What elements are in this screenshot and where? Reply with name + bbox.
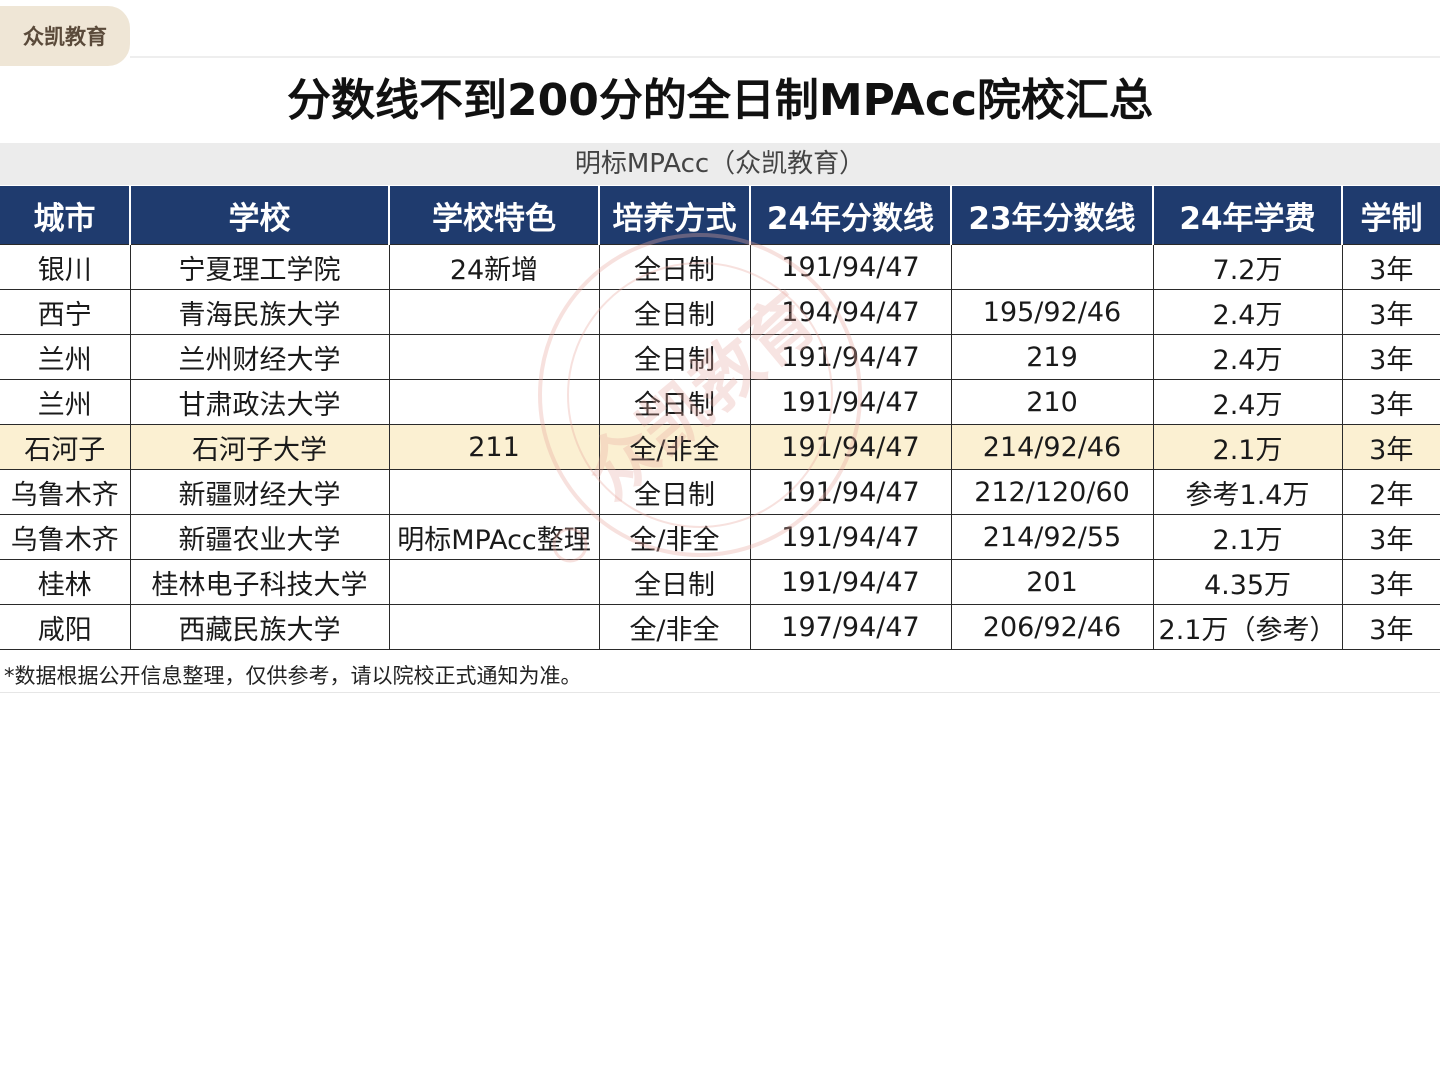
brand-tag: 众凯教育 bbox=[0, 6, 130, 66]
cell-city: 乌鲁木齐 bbox=[0, 469, 131, 515]
cell-city: 兰州 bbox=[0, 334, 131, 380]
footnote: *数据根据公开信息整理，仅供参考，请以院校正式通知为准。 bbox=[4, 664, 582, 688]
cell-score-24: 191/94/47 bbox=[749, 469, 952, 515]
cell-score-24: 191/94/47 bbox=[749, 424, 952, 470]
cell-duration: 3年 bbox=[1341, 559, 1440, 605]
table-row: 石河子 石河子大学 211 全/非全 191/94/47 214/92/46 2.1万 3年 bbox=[0, 424, 1440, 470]
cell-score-24: 191/94/47 bbox=[749, 559, 952, 605]
cell-school: 西藏民族大学 bbox=[129, 604, 390, 650]
cell-school: 石河子大学 bbox=[129, 424, 390, 470]
cell-score-23: 195/92/46 bbox=[950, 289, 1154, 335]
column-header-feature: 学校特色 bbox=[389, 186, 600, 245]
cell-school: 兰州财经大学 bbox=[129, 334, 390, 380]
cell-mode: 全日制 bbox=[598, 559, 751, 605]
cell-tuition-24: 参考1.4万 bbox=[1152, 469, 1343, 515]
cell-city: 石河子 bbox=[0, 424, 131, 470]
cell-score-24: 194/94/47 bbox=[749, 289, 952, 335]
cell-score-23: 214/92/55 bbox=[950, 514, 1154, 560]
cell-score-24: 191/94/47 bbox=[749, 514, 952, 560]
cell-mode: 全/非全 bbox=[598, 604, 751, 650]
cell-duration: 3年 bbox=[1341, 514, 1440, 560]
cell-score-24: 191/94/47 bbox=[749, 334, 952, 380]
cell-duration: 3年 bbox=[1341, 424, 1440, 470]
table-row: 乌鲁木齐 新疆财经大学 全日制 191/94/47 212/120/60 参考1.4万 2年 bbox=[0, 469, 1440, 515]
cell-duration: 3年 bbox=[1341, 379, 1440, 425]
table-row: 兰州 兰州财经大学 全日制 191/94/47 219 2.4万 3年 bbox=[0, 334, 1440, 380]
cell-score-23: 210 bbox=[950, 379, 1154, 425]
cell-feature: 24新增 bbox=[388, 244, 600, 290]
cell-mode: 全/非全 bbox=[598, 424, 751, 470]
column-header-mode: 培养方式 bbox=[599, 186, 751, 245]
table-row: 兰州 甘肃政法大学 全日制 191/94/47 210 2.4万 3年 bbox=[0, 379, 1440, 425]
cell-score-24: 191/94/47 bbox=[749, 244, 952, 290]
cell-city: 银川 bbox=[0, 244, 131, 290]
cell-feature bbox=[388, 604, 600, 650]
cell-mode: 全日制 bbox=[598, 469, 751, 515]
cell-feature bbox=[388, 379, 600, 425]
column-header-score-23: 23年分数线 bbox=[951, 186, 1154, 245]
cell-mode: 全日制 bbox=[598, 379, 751, 425]
cell-duration: 3年 bbox=[1341, 604, 1440, 650]
column-header-tuition-24: 24年学费 bbox=[1153, 186, 1343, 245]
cell-school: 宁夏理工学院 bbox=[129, 244, 390, 290]
column-header-duration: 学制 bbox=[1342, 186, 1440, 245]
cell-score-23 bbox=[950, 244, 1154, 290]
cell-duration: 3年 bbox=[1341, 334, 1440, 380]
column-header-school: 学校 bbox=[130, 186, 390, 245]
cell-school: 甘肃政法大学 bbox=[129, 379, 390, 425]
cell-score-23: 212/120/60 bbox=[950, 469, 1154, 515]
cell-mode: 全日制 bbox=[598, 244, 751, 290]
cell-tuition-24: 2.4万 bbox=[1152, 334, 1343, 380]
cell-tuition-24: 2.1万 bbox=[1152, 424, 1343, 470]
page-subtitle: 明标MPAcc（众凯教育） bbox=[0, 143, 1440, 185]
cell-feature bbox=[388, 289, 600, 335]
cell-feature: 211 bbox=[388, 424, 600, 470]
cell-score-24: 191/94/47 bbox=[749, 379, 952, 425]
cell-tuition-24: 2.1万 bbox=[1152, 514, 1343, 560]
cell-score-23: 214/92/46 bbox=[950, 424, 1154, 470]
cell-city: 乌鲁木齐 bbox=[0, 514, 131, 560]
column-header-city: 城市 bbox=[0, 186, 131, 245]
table-row: 咸阳 西藏民族大学 全/非全 197/94/47 206/92/46 2.1万（参考） 3年 bbox=[0, 604, 1440, 650]
cell-tuition-24: 2.1万（参考） bbox=[1152, 604, 1343, 650]
cell-score-24: 197/94/47 bbox=[749, 604, 952, 650]
cell-school: 桂林电子科技大学 bbox=[129, 559, 390, 605]
cell-score-23: 206/92/46 bbox=[950, 604, 1154, 650]
cell-duration: 2年 bbox=[1341, 469, 1440, 515]
cell-school: 新疆财经大学 bbox=[129, 469, 390, 515]
cell-city: 咸阳 bbox=[0, 604, 131, 650]
cell-feature bbox=[388, 334, 600, 380]
cell-duration: 3年 bbox=[1341, 244, 1440, 290]
cell-city: 桂林 bbox=[0, 559, 131, 605]
cell-mode: 全日制 bbox=[598, 334, 751, 380]
cell-city: 西宁 bbox=[0, 289, 131, 335]
cell-duration: 3年 bbox=[1341, 289, 1440, 335]
cell-mode: 全日制 bbox=[598, 289, 751, 335]
cell-tuition-24: 7.2万 bbox=[1152, 244, 1343, 290]
table-row: 乌鲁木齐 新疆农业大学 明标MPAcc整理 全/非全 191/94/47 214/92/5… bbox=[0, 514, 1440, 560]
table-row: 西宁 青海民族大学 全日制 194/94/47 195/92/46 2.4万 3年 bbox=[0, 289, 1440, 335]
cell-tuition-24: 4.35万 bbox=[1152, 559, 1343, 605]
cell-feature bbox=[388, 559, 600, 605]
table-row: 银川 宁夏理工学院 24新增 全日制 191/94/47 7.2万 3年 bbox=[0, 244, 1440, 290]
cell-tuition-24: 2.4万 bbox=[1152, 379, 1343, 425]
cell-school: 新疆农业大学 bbox=[129, 514, 390, 560]
cell-city: 兰州 bbox=[0, 379, 131, 425]
table-header-row: 城市 学校 学校特色 培养方式 24年分数线 23年分数线 24年学费 学制 bbox=[0, 186, 1440, 245]
schools-table: 城市 学校 学校特色 培养方式 24年分数线 23年分数线 24年学费 学制 银… bbox=[0, 186, 1440, 650]
column-header-score-24: 24年分数线 bbox=[750, 186, 952, 245]
cell-score-23: 219 bbox=[950, 334, 1154, 380]
cell-score-23: 201 bbox=[950, 559, 1154, 605]
cell-tuition-24: 2.4万 bbox=[1152, 289, 1343, 335]
top-divider bbox=[130, 56, 1440, 58]
page-title: 分数线不到200分的全日制MPAcc院校汇总 bbox=[286, 75, 1154, 126]
cell-mode: 全/非全 bbox=[598, 514, 751, 560]
table-row: 桂林 桂林电子科技大学 全日制 191/94/47 201 4.35万 3年 bbox=[0, 559, 1440, 605]
cell-feature: 明标MPAcc整理 bbox=[388, 514, 600, 560]
bottom-divider bbox=[0, 692, 1440, 693]
cell-feature bbox=[388, 469, 600, 515]
cell-school: 青海民族大学 bbox=[129, 289, 390, 335]
